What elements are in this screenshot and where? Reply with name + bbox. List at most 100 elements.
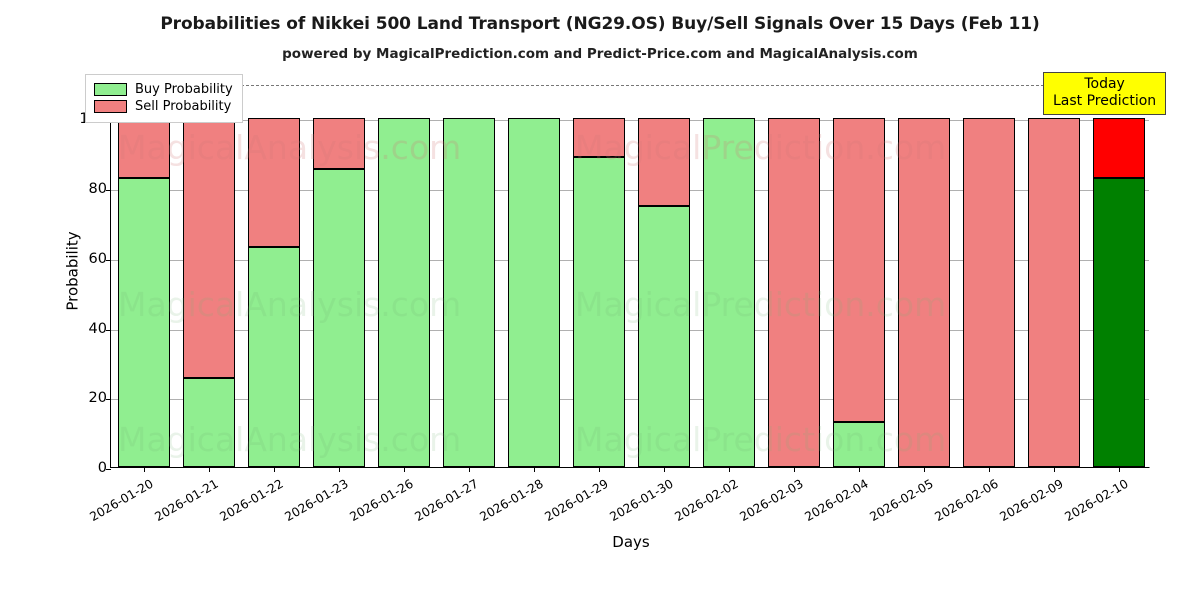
bar-segment-buy <box>442 118 495 467</box>
bar-segment-buy <box>1092 177 1145 467</box>
chart-bar <box>442 73 495 467</box>
today-annotation: Today Last Prediction <box>1043 72 1167 116</box>
chart-bar <box>767 73 820 467</box>
bar-segment-buy <box>572 156 625 467</box>
y-gridline <box>111 329 1149 331</box>
x-axis-tick-label: 2026-01-21 <box>151 476 221 525</box>
x-axis-tick-label: 2026-02-10 <box>1061 476 1131 525</box>
x-axis-tick-mark <box>728 467 730 472</box>
today-annotation-line2: Last Prediction <box>1053 92 1157 109</box>
bar-segment-buy <box>377 118 430 467</box>
x-axis-tick-label: 2026-01-29 <box>541 476 611 525</box>
bar-segment-buy <box>312 168 365 467</box>
x-axis-tick-mark <box>858 467 860 472</box>
x-axis-tick-label: 2026-02-03 <box>736 476 806 525</box>
bar-segment-sell <box>962 118 1015 467</box>
y-axis-tick-label: 60 <box>88 250 107 267</box>
x-axis-label: Days <box>612 533 650 551</box>
bar-segment-sell <box>182 118 235 379</box>
x-axis-tick-label: 2026-02-05 <box>866 476 936 525</box>
x-axis-tick-mark <box>143 467 145 472</box>
x-axis-tick-mark <box>403 467 405 472</box>
bar-segment-buy <box>507 118 560 467</box>
chart-bar <box>182 73 235 467</box>
y-axis-tick-label: 80 <box>88 181 107 198</box>
bar-segment-sell <box>1092 118 1145 178</box>
plot-area: 0204060801002026-01-202026-01-212026-01-… <box>64 73 1150 551</box>
chart-subtitle: powered by MagicalPrediction.com and Pre… <box>282 46 918 62</box>
x-axis-tick-mark <box>663 467 665 472</box>
bar-segment-buy <box>247 247 300 467</box>
y-axis-label: Probability <box>63 231 82 311</box>
plot-inner: 0204060801002026-01-202026-01-212026-01-… <box>79 73 1149 524</box>
chart-bar <box>962 73 1015 467</box>
chart-bar <box>1027 73 1080 467</box>
bar-segment-sell <box>897 118 950 467</box>
x-axis-tick-label: 2026-01-20 <box>86 476 156 525</box>
bar-segment-sell <box>1027 118 1080 467</box>
y-axis-tick-mark <box>106 399 111 401</box>
bar-segment-sell <box>637 118 690 206</box>
chart-title: Probabilities of Nikkei 500 Land Transpo… <box>160 14 1040 34</box>
chart-bar <box>572 73 625 467</box>
chart-bar <box>832 73 885 467</box>
chart-bar <box>312 73 365 467</box>
x-axis-tick-mark <box>793 467 795 472</box>
x-axis-tick-mark <box>208 467 210 472</box>
y-axis-tick-label: 20 <box>88 390 107 407</box>
bar-segment-sell <box>832 118 885 423</box>
y-axis-tick-mark <box>106 329 111 331</box>
y-gridline <box>111 120 1149 122</box>
x-axis-tick-mark <box>468 467 470 472</box>
bar-segment-buy <box>702 118 755 467</box>
x-axis-tick-mark <box>988 467 990 472</box>
chart-bar <box>897 73 950 467</box>
bar-segment-buy <box>637 205 690 467</box>
x-axis-tick-mark <box>598 467 600 472</box>
y-gridline <box>111 399 1149 401</box>
bar-segment-sell <box>117 118 170 178</box>
chart-bar <box>117 73 170 467</box>
legend-label-buy: Buy Probability <box>135 82 233 97</box>
bar-segment-sell <box>247 118 300 248</box>
x-axis-tick-mark <box>1053 467 1055 472</box>
chart-bar <box>507 73 560 467</box>
bar-segment-buy <box>832 422 885 467</box>
bar-segment-sell <box>572 118 625 157</box>
legend-item-sell: Sell Probability <box>94 99 234 114</box>
reference-line <box>111 85 1149 87</box>
bar-segment-sell <box>767 118 820 467</box>
chart-bar <box>377 73 430 467</box>
x-axis-tick-label: 2026-01-26 <box>346 476 416 525</box>
x-axis-tick-label: 2026-01-28 <box>476 476 546 525</box>
x-axis-tick-label: 2026-02-02 <box>671 476 741 525</box>
bar-segment-buy <box>117 177 170 467</box>
y-axis-tick-label: 0 <box>97 460 107 476</box>
y-axis-tick-label: 40 <box>88 320 107 337</box>
x-axis-tick-mark <box>923 467 925 472</box>
bar-segment-sell <box>312 118 365 169</box>
y-gridline <box>111 259 1149 261</box>
chart-bar <box>637 73 690 467</box>
chart-legend: Buy Probability Sell Probability <box>85 74 243 123</box>
x-axis-tick-mark <box>273 467 275 472</box>
x-axis-tick-label: 2026-02-06 <box>931 476 1001 525</box>
x-axis-tick-label: 2026-01-30 <box>606 476 676 525</box>
legend-swatch-sell-icon <box>94 100 127 113</box>
legend-label-sell: Sell Probability <box>135 99 232 114</box>
chart-bar <box>247 73 300 467</box>
chart-bar <box>702 73 755 467</box>
x-axis-tick-label: 2026-01-23 <box>281 476 351 525</box>
y-gridline <box>111 190 1149 192</box>
legend-swatch-buy-icon <box>94 83 127 96</box>
chart-bar <box>1092 73 1145 467</box>
x-axis-tick-label: 2026-01-22 <box>216 476 286 525</box>
x-axis-tick-mark <box>1118 467 1120 472</box>
today-annotation-line1: Today <box>1084 76 1125 92</box>
x-axis-tick-label: 2026-02-04 <box>801 476 871 525</box>
y-axis-tick-mark <box>106 469 111 471</box>
x-axis-tick-mark <box>533 467 535 472</box>
x-axis-tick-mark <box>338 467 340 472</box>
x-axis-tick-label: 2026-02-09 <box>996 476 1066 525</box>
